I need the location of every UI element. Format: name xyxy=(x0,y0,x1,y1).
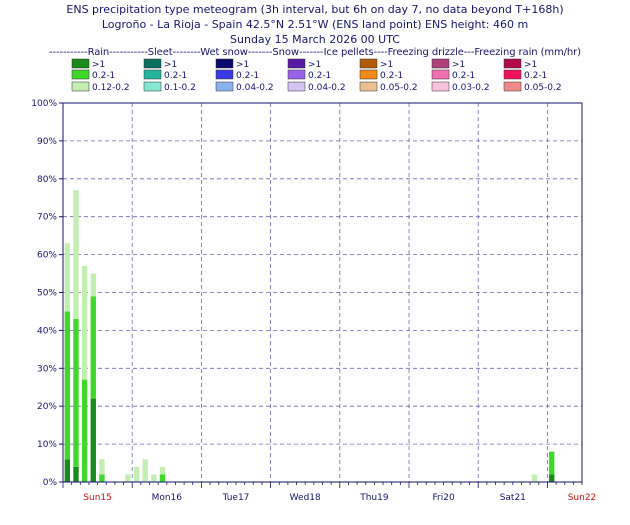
bar-segment-heavy xyxy=(73,466,79,482)
legend-swatch xyxy=(215,81,234,92)
legend-swatch xyxy=(503,81,522,92)
legend-label: >1 xyxy=(380,60,393,70)
legend-label: >1 xyxy=(452,60,465,70)
bar-segment-heavy xyxy=(549,474,555,482)
legend-label: 0.2-1 xyxy=(164,71,187,81)
legend-label: 0.12-0.2 xyxy=(92,83,130,93)
x-day-label: Sun22 xyxy=(568,493,597,503)
legend: >10.2-10.12-0.2>10.2-10.1-0.2>10.2-10.04… xyxy=(71,58,562,93)
legend-label: 0.04-0.2 xyxy=(236,83,274,93)
bar-segment-moderate xyxy=(64,311,71,460)
bar-segment-light xyxy=(151,474,157,482)
legend-swatch xyxy=(215,58,234,69)
legend-label: 0.2-1 xyxy=(380,71,403,81)
y-tick-label: 60% xyxy=(37,251,57,261)
y-tick-label: 50% xyxy=(37,289,57,299)
chart-title-line-2: Logroño - La Rioja - Spain 42.5°N 2.51°W… xyxy=(101,18,529,31)
legend-label: 0.2-1 xyxy=(308,71,331,81)
bar-segment-moderate xyxy=(549,451,555,475)
legend-label: >1 xyxy=(92,60,105,70)
legend-swatch xyxy=(143,69,162,80)
y-tick-label: 20% xyxy=(37,402,57,412)
legend-label: >1 xyxy=(524,60,537,70)
grid xyxy=(63,103,582,482)
x-day-label: Fri20 xyxy=(433,493,455,503)
x-day-label: Tue17 xyxy=(222,493,250,503)
legend-label: 0.03-0.2 xyxy=(452,83,490,93)
bar-segment-heavy xyxy=(90,398,96,482)
bar-segment-light xyxy=(64,243,71,312)
legend-label: 0.05-0.2 xyxy=(380,83,418,93)
y-tick-label: 40% xyxy=(37,326,57,336)
legend-label: 0.2-1 xyxy=(92,71,115,81)
legend-swatch xyxy=(215,69,234,80)
bar-segment-moderate xyxy=(73,319,79,467)
legend-label: 0.2-1 xyxy=(524,71,547,81)
y-tick-label: 10% xyxy=(37,440,57,450)
x-day-label: Wed18 xyxy=(290,493,321,503)
legend-swatch xyxy=(431,69,450,80)
chart-title-line-1: ENS precipitation type meteogram (3h int… xyxy=(66,3,564,16)
legend-label: 0.1-0.2 xyxy=(164,83,196,93)
legend-label: >1 xyxy=(308,60,321,70)
axes: 0% 10% 20% 30% 40% 50% 60% 70% 80% 90% 100% Sun15 Mo… xyxy=(31,99,596,503)
y-tick-label: 70% xyxy=(37,213,57,223)
bar-segment-light xyxy=(99,459,105,475)
legend-swatch xyxy=(359,81,378,92)
legend-label: >1 xyxy=(236,60,249,70)
legend-swatch xyxy=(503,69,522,80)
bar-segment-light xyxy=(125,474,131,482)
y-tick-label: 0% xyxy=(43,478,58,488)
y-tick-label: 100% xyxy=(31,99,57,109)
legend-swatch xyxy=(71,58,90,69)
legend-swatch xyxy=(143,58,162,69)
legend-swatch xyxy=(359,69,378,80)
bar-segment-moderate xyxy=(99,474,105,482)
legend-header: -----------Rain-----------Sleet--------W… xyxy=(49,47,581,58)
legend-label: >1 xyxy=(164,60,177,70)
bar-segment-light xyxy=(81,265,88,380)
bar-segment-moderate xyxy=(81,379,88,482)
x-day-label: Thu19 xyxy=(359,493,389,503)
legend-swatch xyxy=(287,69,306,80)
bar-segment-light xyxy=(90,273,96,297)
bar-segment-light xyxy=(531,474,538,482)
x-day-label: Sun15 xyxy=(83,493,112,503)
legend-swatch xyxy=(71,81,90,92)
legend-label: 0.2-1 xyxy=(452,71,475,81)
legend-label: 0.05-0.2 xyxy=(524,83,562,93)
legend-swatch xyxy=(287,58,306,69)
bar-segment-light xyxy=(133,466,140,482)
bars xyxy=(64,190,555,482)
bar-segment-light xyxy=(142,459,148,482)
legend-swatch xyxy=(287,81,306,92)
bar-segment-moderate xyxy=(159,474,166,482)
legend-label: 0.04-0.2 xyxy=(308,83,346,93)
bar-segment-heavy xyxy=(64,459,71,482)
x-day-label: Mon16 xyxy=(152,493,183,503)
bar-segment-light xyxy=(159,466,166,475)
x-day-label: Sat21 xyxy=(500,493,526,503)
legend-swatch xyxy=(503,58,522,69)
legend-swatch xyxy=(431,58,450,69)
y-tick-label: 90% xyxy=(37,137,57,147)
legend-swatch xyxy=(71,69,90,80)
legend-swatch xyxy=(431,81,450,92)
legend-swatch xyxy=(359,58,378,69)
legend-label: 0.2-1 xyxy=(236,71,259,81)
legend-swatch xyxy=(143,81,162,92)
bar-segment-moderate xyxy=(90,296,96,399)
y-tick-label: 30% xyxy=(37,364,57,374)
chart-title-line-3: Sunday 15 March 2026 00 UTC xyxy=(230,33,400,46)
y-tick-label: 80% xyxy=(37,175,57,185)
bar-segment-light xyxy=(73,190,79,320)
